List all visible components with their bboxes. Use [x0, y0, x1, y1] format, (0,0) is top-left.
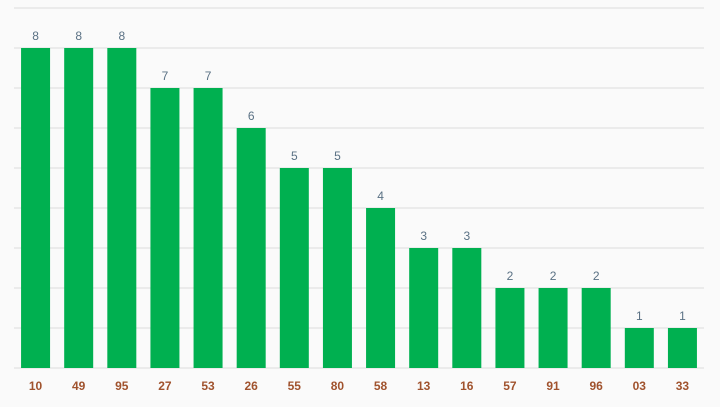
category-label-33: 33	[676, 379, 690, 393]
value-label-58: 4	[377, 189, 384, 203]
value-label-55: 5	[291, 149, 298, 163]
category-label-16: 16	[460, 379, 474, 393]
value-label-10: 8	[32, 29, 39, 43]
category-label-96: 96	[590, 379, 604, 393]
bars	[21, 48, 697, 368]
value-label-03: 1	[636, 309, 643, 323]
value-labels: 8 8 8 7 7 6 5 5 4 3 3 2 2 2 1 1	[32, 29, 686, 323]
bar-53	[193, 88, 223, 368]
bar-91	[538, 288, 568, 368]
bar-49	[64, 48, 94, 368]
category-label-91: 91	[546, 379, 560, 393]
bar-03	[624, 328, 654, 368]
bar-55	[279, 168, 309, 368]
category-label-49: 49	[72, 379, 86, 393]
value-label-80: 5	[334, 149, 341, 163]
bar-96	[581, 288, 611, 368]
category-label-27: 27	[158, 379, 172, 393]
category-label-57: 57	[503, 379, 517, 393]
bar-27	[150, 88, 180, 368]
value-label-33: 1	[679, 309, 686, 323]
category-label-03: 03	[633, 379, 647, 393]
value-label-96: 2	[593, 269, 600, 283]
bar-57	[495, 288, 525, 368]
value-label-26: 6	[248, 109, 255, 123]
category-label-55: 55	[288, 379, 302, 393]
value-label-95: 8	[118, 29, 125, 43]
value-label-13: 3	[420, 229, 427, 243]
category-label-58: 58	[374, 379, 388, 393]
bar-10	[21, 48, 51, 368]
category-label-95: 95	[115, 379, 129, 393]
category-label-13: 13	[417, 379, 431, 393]
bar-26	[236, 128, 266, 368]
category-label-80: 80	[331, 379, 345, 393]
category-label-26: 26	[245, 379, 259, 393]
bar-33	[667, 328, 697, 368]
category-label-53: 53	[201, 379, 215, 393]
bar-16	[452, 248, 482, 368]
bar-13	[409, 248, 439, 368]
category-label-10: 10	[29, 379, 43, 393]
value-label-16: 3	[463, 229, 470, 243]
value-label-27: 7	[162, 69, 169, 83]
value-label-57: 2	[507, 269, 514, 283]
bar-95	[107, 48, 137, 368]
value-label-49: 8	[75, 29, 82, 43]
bar-58	[366, 208, 396, 368]
value-label-53: 7	[205, 69, 212, 83]
bar-80	[322, 168, 352, 368]
category-labels: 10 49 95 27 53 26 55 80 58 13 16 57 91 96 03 33	[29, 379, 690, 393]
value-label-91: 2	[550, 269, 557, 283]
